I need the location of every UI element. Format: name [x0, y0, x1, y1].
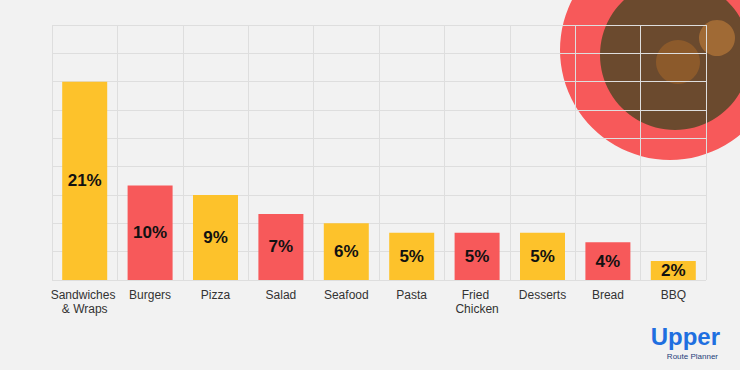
svg-text:5%: 5%	[399, 247, 424, 266]
svg-text:Chicken: Chicken	[455, 302, 498, 316]
svg-text:5%: 5%	[465, 247, 490, 266]
svg-text:6%: 6%	[334, 242, 359, 261]
svg-text:4%: 4%	[596, 252, 621, 271]
svg-text:BBQ: BBQ	[661, 288, 686, 302]
svg-text:10%: 10%	[133, 223, 167, 242]
svg-text:Upper: Upper	[651, 323, 720, 350]
svg-text:Sandwiches: Sandwiches	[51, 288, 119, 302]
svg-text:Fried: Fried	[462, 288, 493, 302]
svg-text:Desserts: Desserts	[519, 288, 566, 302]
svg-text:Seafood: Seafood	[324, 288, 369, 302]
svg-text:Bread: Bread	[592, 288, 624, 302]
svg-text:Route Planner: Route Planner	[667, 352, 718, 361]
svg-text:Salad: Salad	[266, 288, 297, 302]
svg-text:21%: 21%	[68, 171, 102, 190]
svg-text:2%: 2%	[661, 261, 686, 280]
svg-text:& Wraps: & Wraps	[62, 302, 108, 316]
svg-text:Burgers: Burgers	[129, 288, 171, 302]
svg-text:7%: 7%	[269, 237, 294, 256]
svg-text:9%: 9%	[203, 228, 228, 247]
svg-text:Pizza: Pizza	[201, 288, 231, 302]
svg-text:5%: 5%	[530, 247, 555, 266]
svg-text:Pasta: Pasta	[396, 288, 427, 302]
